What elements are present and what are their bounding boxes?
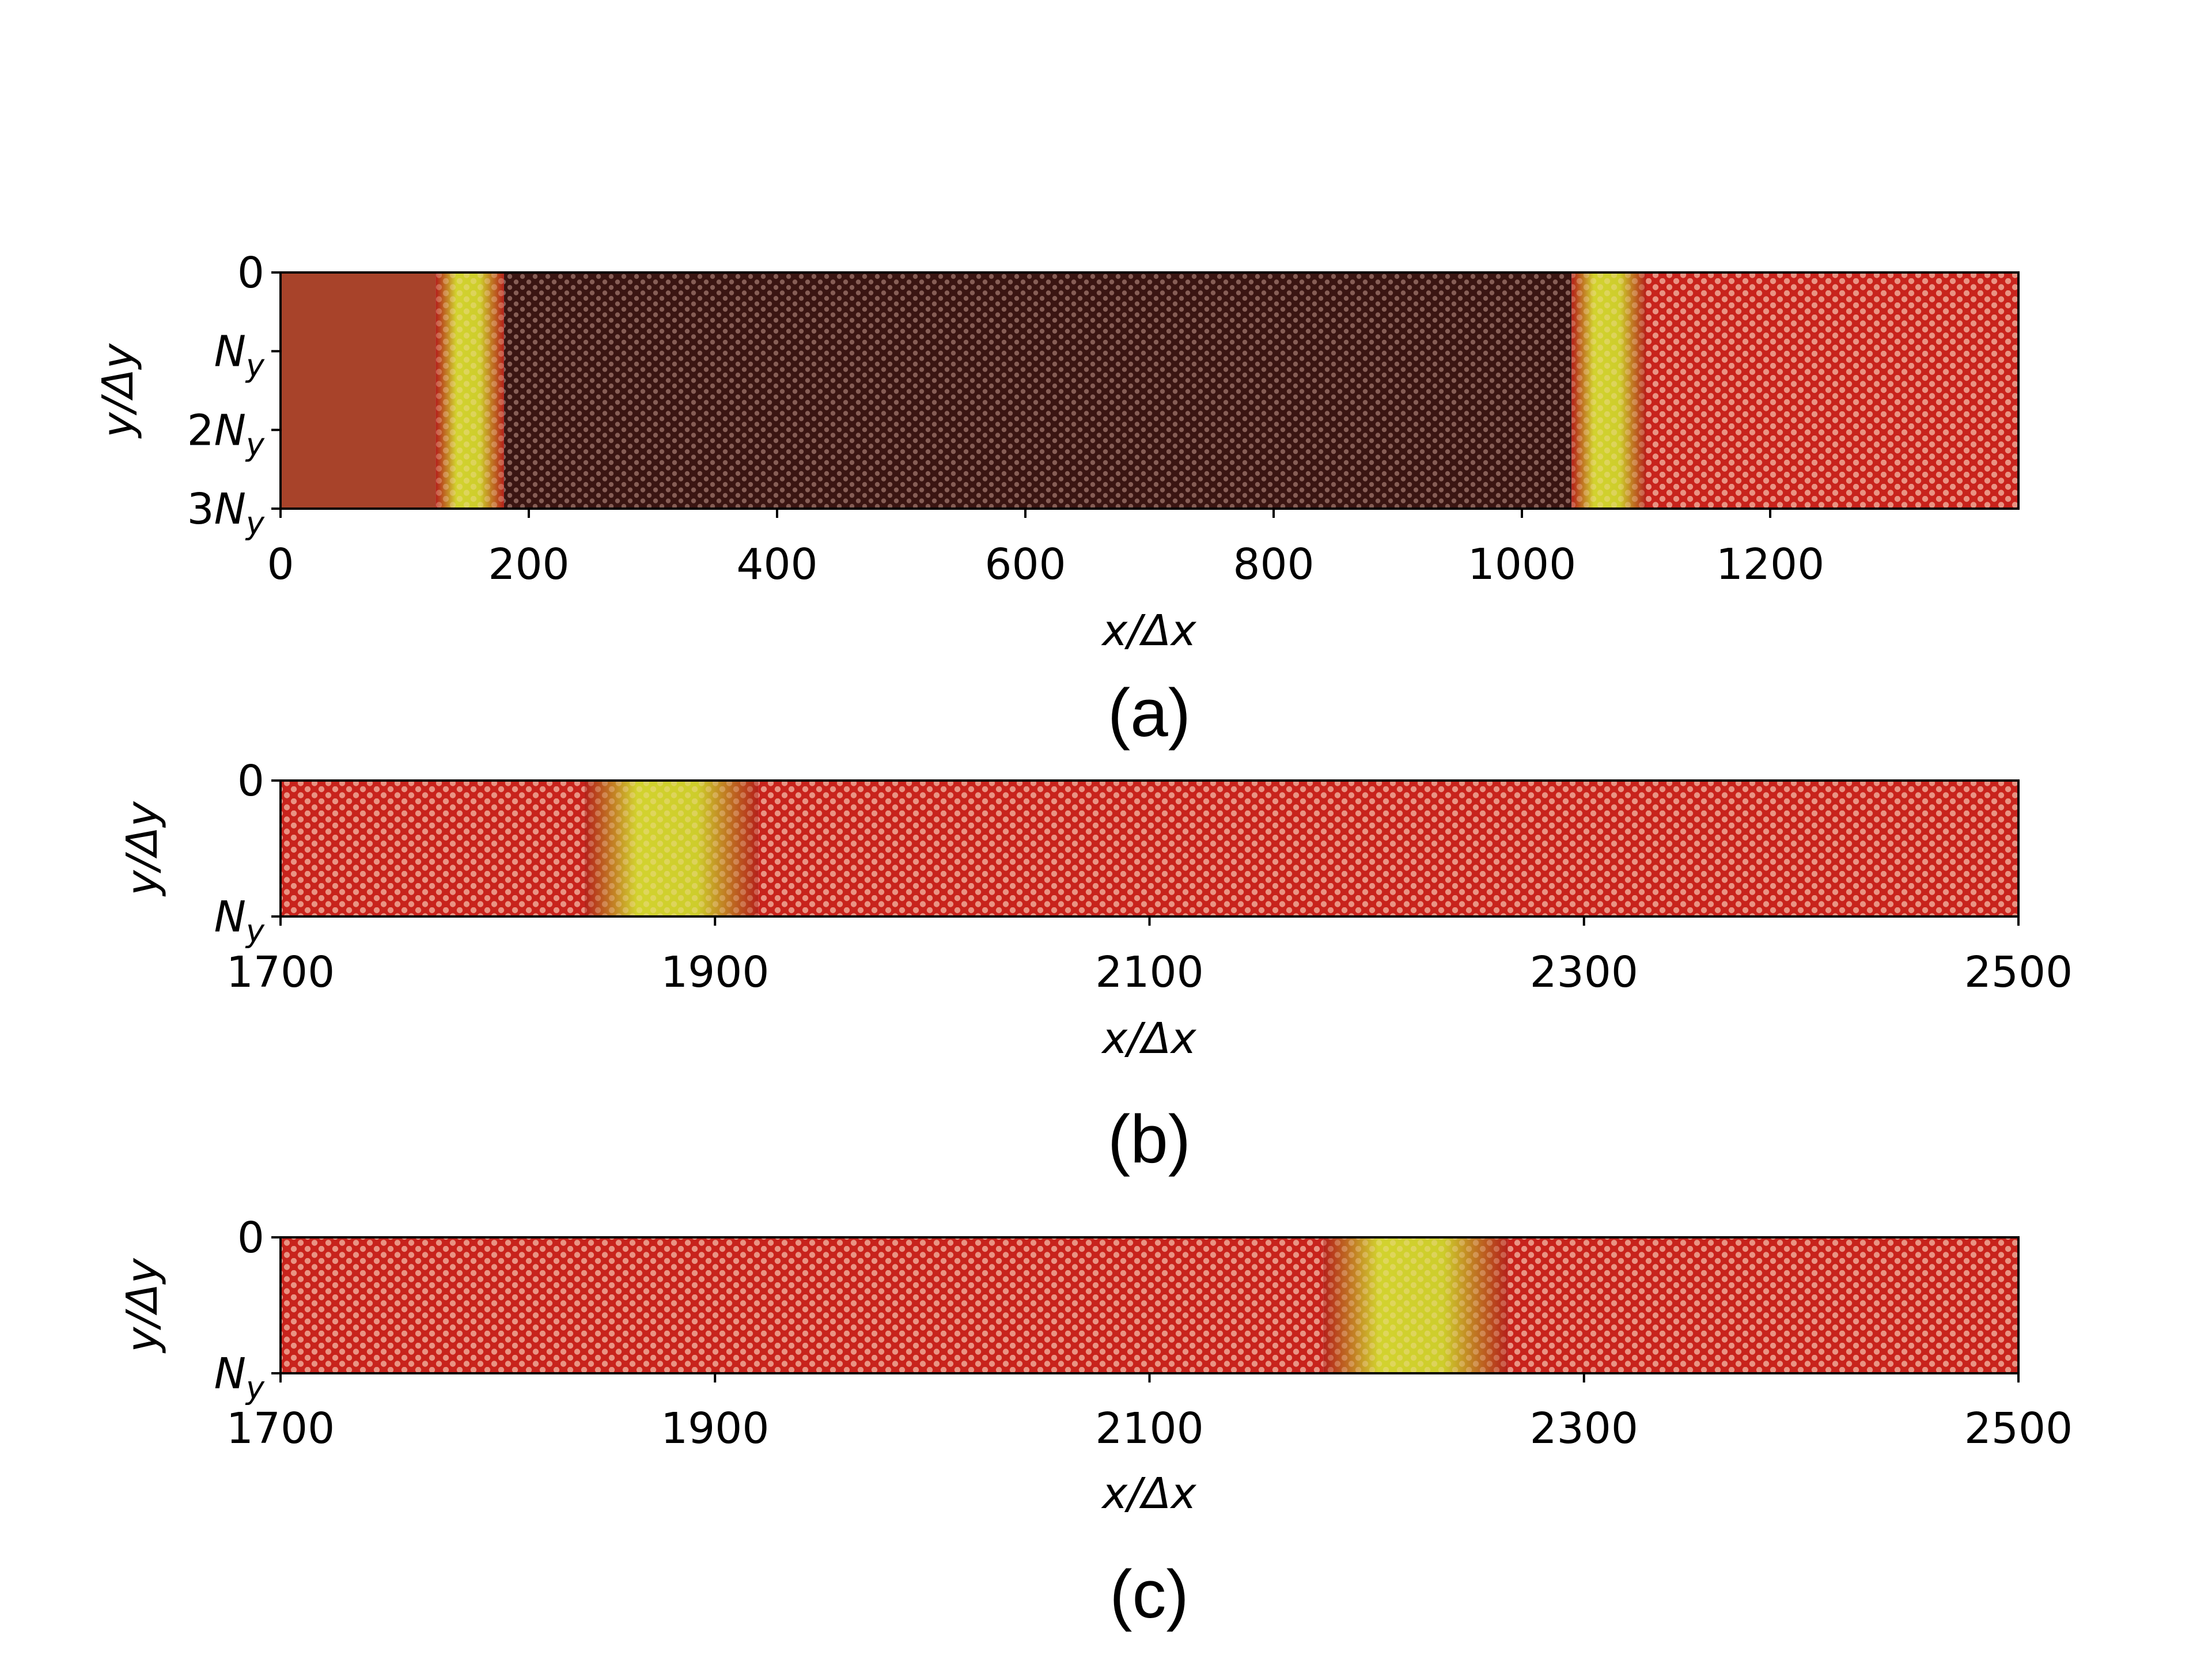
x-tick-label: 1900 [661,948,769,997]
frame-c [279,1236,2020,1374]
x-tick-label: 1000 [1468,540,1576,589]
x-tick-label: 2100 [1095,948,1203,997]
x-ticks-c: 1700 1900 2100 2300 2500 [226,1373,2073,1453]
region-crystal-spots [281,781,585,916]
x-tick-label: 800 [1233,540,1314,589]
y-tick-label: 0 [237,756,264,806]
panel-label-a: (a) [1108,675,1191,751]
x-tick-label: 200 [488,540,569,589]
x-axis-label-a: x/Δx [1101,606,1196,656]
y-tick-label: 0 [237,1213,264,1263]
panel-a: 0 200 400 600 800 1000 1200 0 Ny 2Ny 3Ny x/Δx y/Δ… [93,248,2020,751]
y-axis-label-a: y/Δy [93,343,143,438]
y-tick-label: Ny [214,327,265,384]
heatmap-a [281,272,2018,509]
x-tick-label: 1900 [661,1404,769,1453]
panel-c: 1700 1900 2100 2300 2500 0 Ny x/Δx y/Δy (c) [118,1213,2073,1633]
region-front-spots [1323,1237,1508,1373]
y-ticks-a: 0 Ny 2Ny 3Ny [187,248,281,541]
region-front-spots [1571,272,1646,509]
heatmap-b [281,781,2018,916]
x-tick-label: 2500 [1964,1404,2073,1453]
y-ticks-c: 0 Ny [214,1213,281,1406]
x-tick-label: 400 [736,540,817,589]
y-tick-label: 2Ny [187,406,265,463]
x-axis-label-b: x/Δx [1101,1014,1196,1063]
x-axis-label-c: x/Δx [1101,1469,1196,1518]
region-uniform [281,272,436,509]
x-tick-label: 600 [984,540,1066,589]
y-axis-label-b: y/Δy [118,801,167,896]
region-dark-crystal-spots [503,272,1572,509]
y-ticks-b: 0 Ny [214,756,281,949]
x-ticks-a: 0 200 400 600 800 1000 1200 [267,509,1824,589]
heatmap-c [281,1237,2018,1373]
y-tick-label: 3Ny [187,484,265,541]
y-tick-label: 0 [237,248,264,298]
x-tick-label: 2500 [1964,948,2073,997]
panel-label-c: (c) [1109,1556,1189,1633]
panel-b: 1700 1900 2100 2300 2500 0 Ny x/Δx y/Δy (b) [118,756,2073,1177]
x-tick-label: 2300 [1530,1404,1638,1453]
region-crystal-spots [281,1237,1324,1373]
panel-label-b: (b) [1108,1101,1191,1177]
frame-a [279,271,2020,510]
x-tick-label: 2100 [1095,1404,1203,1453]
region-front-spots [435,272,504,509]
region-front-spots [584,781,759,916]
region-crystal-spots [1646,272,2018,509]
x-tick-label: 1700 [226,948,335,997]
y-axis-label-c: y/Δy [118,1257,167,1353]
frame-b [279,779,2020,918]
y-tick-label: Ny [214,892,265,949]
y-tick-label: Ny [214,1349,265,1406]
x-tick-label: 2300 [1530,948,1638,997]
x-tick-label: 0 [267,540,294,589]
region-crystal-spots [758,781,2018,916]
region-crystal-spots [1508,1237,2018,1373]
x-tick-label: 1700 [226,1404,335,1453]
x-tick-label: 1200 [1716,540,1824,589]
x-ticks-b: 1700 1900 2100 2300 2500 [226,916,2073,997]
